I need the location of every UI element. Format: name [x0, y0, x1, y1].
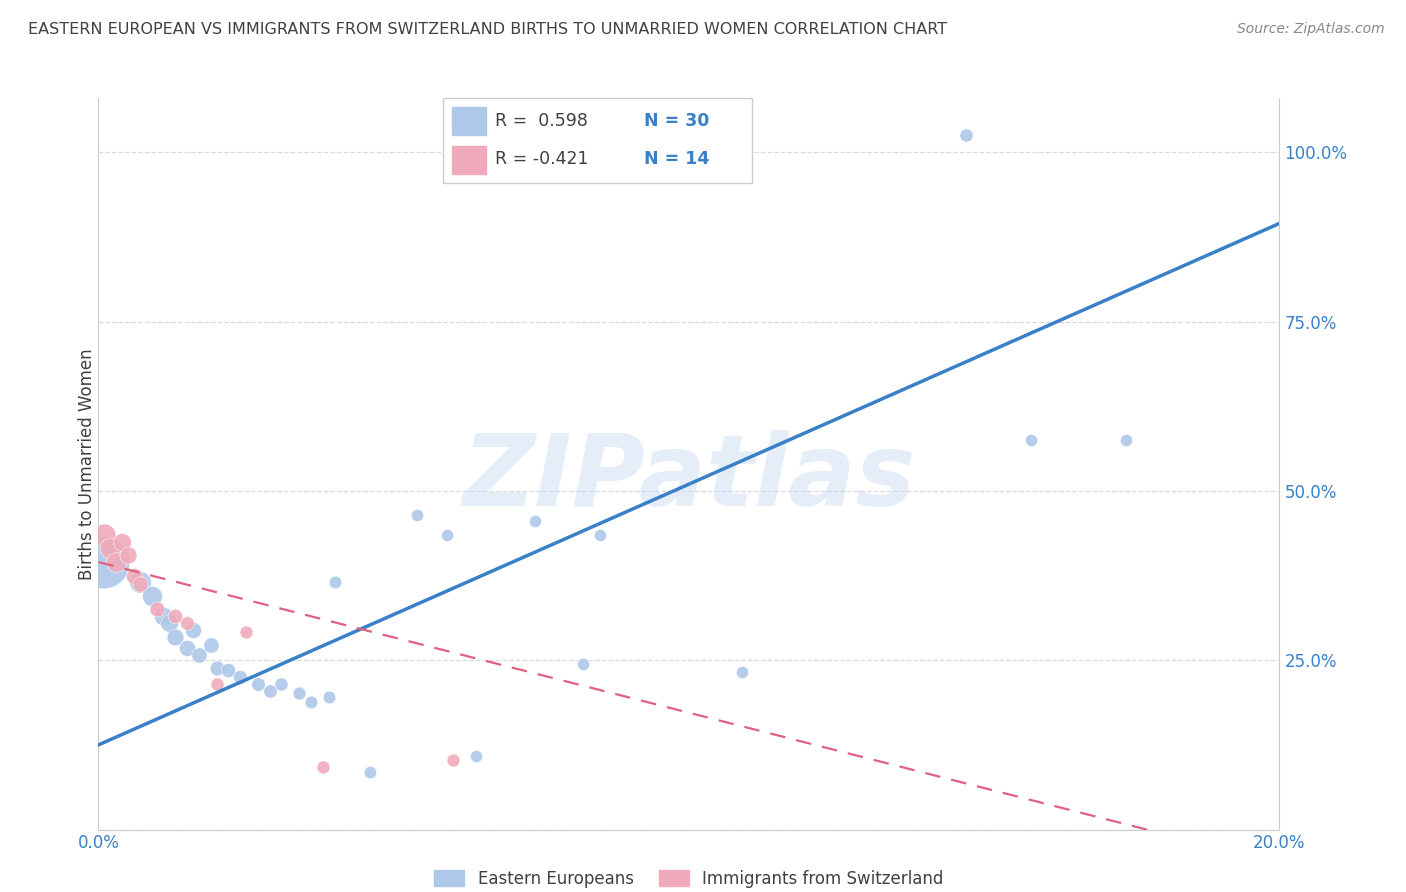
Point	[524, 515, 547, 529]
Y-axis label: Births to Unmarried Women: Births to Unmarried Women	[79, 348, 96, 580]
Point	[436, 528, 458, 542]
Point	[93, 528, 115, 542]
Point	[288, 686, 311, 700]
Point	[299, 695, 322, 709]
FancyBboxPatch shape	[443, 98, 752, 183]
Text: ZIPatlas: ZIPatlas	[463, 430, 915, 527]
Point	[955, 128, 977, 143]
Point	[157, 615, 180, 630]
Bar	[453, 145, 486, 175]
Point	[465, 749, 488, 764]
Point	[122, 568, 145, 582]
Text: N = 30: N = 30	[644, 112, 709, 130]
Text: N = 14: N = 14	[644, 150, 709, 168]
Point	[117, 548, 139, 563]
Point	[731, 665, 754, 680]
Point	[176, 615, 198, 630]
Point	[165, 609, 187, 624]
Point	[323, 575, 346, 590]
Point	[589, 528, 612, 542]
Point	[187, 648, 209, 662]
Point	[165, 630, 187, 644]
Point	[259, 683, 281, 698]
Point	[146, 602, 169, 616]
Point	[205, 677, 228, 691]
Point	[229, 670, 252, 684]
Text: Source: ZipAtlas.com: Source: ZipAtlas.com	[1237, 22, 1385, 37]
Point	[571, 657, 593, 671]
Point	[111, 534, 134, 549]
Point	[105, 555, 128, 569]
Point	[441, 754, 464, 768]
Point	[406, 508, 429, 522]
Point	[128, 575, 150, 590]
Point	[246, 677, 269, 691]
Bar	[453, 107, 486, 136]
Text: R = -0.421: R = -0.421	[495, 150, 589, 168]
Point	[141, 589, 163, 603]
Legend: Eastern Europeans, Immigrants from Switzerland: Eastern Europeans, Immigrants from Switz…	[427, 863, 950, 892]
Text: EASTERN EUROPEAN VS IMMIGRANTS FROM SWITZERLAND BIRTHS TO UNMARRIED WOMEN CORREL: EASTERN EUROPEAN VS IMMIGRANTS FROM SWIT…	[28, 22, 948, 37]
Point	[1021, 433, 1043, 447]
Point	[235, 624, 257, 639]
Point	[98, 541, 121, 556]
Point	[359, 764, 381, 779]
Point	[318, 690, 340, 705]
Text: R =  0.598: R = 0.598	[495, 112, 588, 130]
Point	[128, 577, 150, 591]
Point	[200, 638, 222, 652]
Point	[205, 661, 228, 675]
Point	[217, 664, 239, 678]
Point	[91, 555, 114, 569]
Point	[1115, 433, 1137, 447]
Point	[270, 677, 292, 691]
Point	[312, 760, 335, 774]
Point	[176, 641, 198, 656]
Point	[152, 609, 174, 624]
Point	[181, 623, 204, 637]
